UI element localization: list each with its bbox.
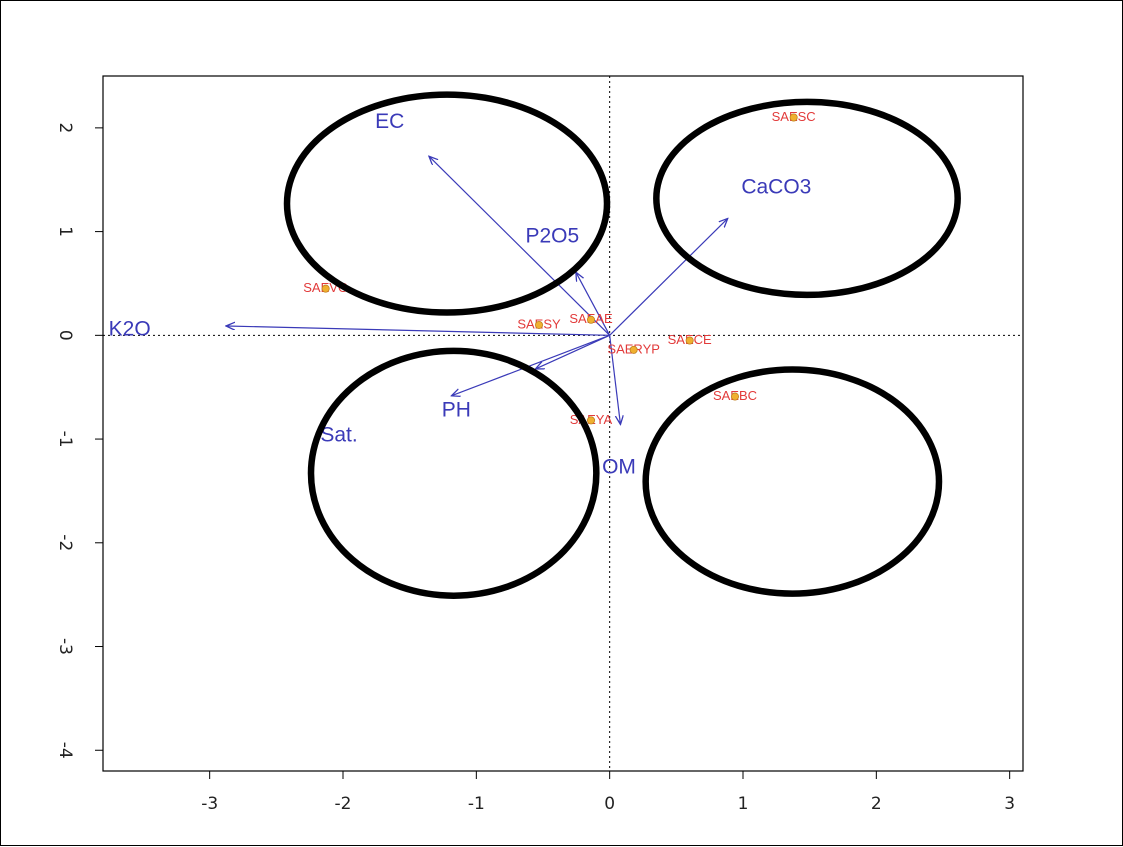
sample-point xyxy=(321,284,330,293)
vector-label: EC xyxy=(375,110,404,133)
x-tick-label: -2 xyxy=(335,794,352,814)
vector-label: OM xyxy=(602,456,636,479)
x-axis: -3 -2 -1 0 1 2 3 xyxy=(201,771,1015,814)
vector-label: P2O5 xyxy=(525,224,579,247)
y-tick-label: -1 xyxy=(55,431,75,448)
vector-label: CaCO3 xyxy=(741,176,811,199)
annotation-ellipses xyxy=(283,91,961,599)
vector-label: Sat. xyxy=(320,423,357,446)
y-tick-label: -2 xyxy=(55,534,75,551)
vector-arrow xyxy=(430,157,611,336)
y-tick-label: 1 xyxy=(55,226,75,237)
sample-point xyxy=(685,336,694,345)
y-tick-label: 2 xyxy=(55,122,75,133)
annotation-ellipse xyxy=(283,91,611,316)
y-axis: 2 1 0 -1 -2 -3 -4 xyxy=(55,122,103,759)
sample-point xyxy=(587,416,596,425)
vector-arrow xyxy=(227,326,610,336)
x-tick-label: -3 xyxy=(201,794,218,814)
x-tick-label: 1 xyxy=(738,794,749,814)
x-tick-label: 2 xyxy=(871,794,882,814)
annotation-ellipse xyxy=(653,98,961,299)
vector-label: PH xyxy=(442,399,471,422)
vector-arrow xyxy=(609,335,621,423)
annotation-ellipse xyxy=(642,366,943,597)
vector-arrow xyxy=(609,219,727,336)
vector-arrow xyxy=(576,273,611,336)
x-tick-label: -1 xyxy=(468,794,485,814)
loading-vectors: EC P2O5 CaCO3 K2O PH Sat. OM xyxy=(109,110,812,478)
sample-point xyxy=(731,392,740,401)
vector-arrow xyxy=(536,334,610,368)
x-tick-label: 3 xyxy=(1004,794,1015,814)
y-tick-label: -4 xyxy=(55,742,75,759)
annotation-ellipse xyxy=(307,347,600,599)
sample-point xyxy=(587,315,596,324)
sample-point xyxy=(535,320,544,329)
y-tick-label: -3 xyxy=(55,638,75,655)
sample-point xyxy=(629,345,638,354)
reference-lines xyxy=(103,76,1023,771)
y-tick-label: 0 xyxy=(55,330,75,341)
vector-arrow xyxy=(452,334,610,395)
sample-point xyxy=(789,113,798,122)
vector-label: K2O xyxy=(109,318,151,341)
x-tick-label: 0 xyxy=(604,794,615,814)
plot-area xyxy=(102,75,1024,772)
